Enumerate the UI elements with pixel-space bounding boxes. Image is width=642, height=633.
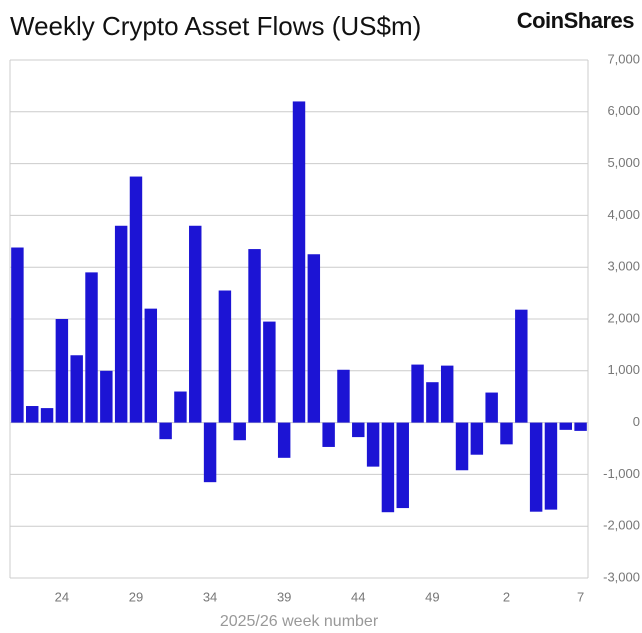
bar — [40, 408, 54, 423]
x-tick-label: 49 — [425, 589, 439, 604]
bar — [174, 391, 187, 423]
bar — [455, 422, 469, 471]
bar — [263, 321, 276, 423]
bar — [218, 290, 232, 423]
bar — [11, 247, 24, 423]
bar — [440, 365, 454, 423]
bar — [307, 254, 321, 423]
bar — [381, 422, 395, 513]
bar — [426, 382, 439, 423]
y-tick-label: -2,000 — [603, 518, 640, 533]
bar — [159, 422, 172, 440]
bar — [100, 370, 113, 423]
y-tick-label: 3,000 — [607, 259, 640, 274]
x-tick-label: 44 — [351, 589, 365, 604]
brand-logo: CoinShares — [517, 8, 635, 33]
x-tick-label: 29 — [129, 589, 143, 604]
bar — [85, 272, 98, 423]
bar — [411, 364, 424, 423]
bar — [337, 369, 350, 423]
bar — [500, 422, 513, 445]
x-tick-label: 39 — [277, 589, 291, 604]
bar — [515, 309, 528, 423]
bar — [322, 422, 335, 447]
bar — [114, 225, 128, 423]
bar — [26, 406, 39, 423]
x-tick-label: 2 — [503, 589, 510, 604]
bar — [352, 422, 365, 438]
bar — [144, 308, 158, 423]
y-tick-label: 7,000 — [607, 51, 640, 66]
x-tick-label: 34 — [203, 589, 217, 604]
bar — [292, 101, 306, 423]
bar — [233, 422, 246, 441]
bar — [129, 176, 143, 423]
bar — [189, 225, 202, 423]
bar — [70, 355, 83, 423]
bar — [277, 422, 291, 458]
x-axis-label: 2025/26 week number — [220, 613, 379, 630]
y-tick-label: -3,000 — [603, 569, 640, 584]
y-tick-label: -1,000 — [603, 466, 640, 481]
y-tick-label: 5,000 — [607, 155, 640, 170]
bar — [544, 422, 558, 510]
y-tick-label: 0 — [633, 414, 640, 429]
chart-title: Weekly Crypto Asset Flows (US$m) — [10, 11, 421, 41]
bar — [485, 392, 498, 423]
bar — [55, 319, 69, 423]
bar — [248, 249, 261, 423]
bar — [203, 422, 217, 483]
bar — [366, 422, 380, 467]
x-tick-label: 24 — [55, 589, 69, 604]
y-tick-label: 6,000 — [607, 103, 640, 118]
bar — [396, 422, 409, 509]
y-tick-label: 1,000 — [607, 362, 640, 377]
bar — [529, 422, 543, 512]
bar — [470, 422, 484, 455]
y-tick-label: 4,000 — [607, 207, 640, 222]
bar — [559, 422, 572, 430]
bar — [574, 422, 587, 431]
y-tick-label: 2,000 — [607, 310, 640, 325]
x-tick-label: 7 — [577, 589, 584, 604]
